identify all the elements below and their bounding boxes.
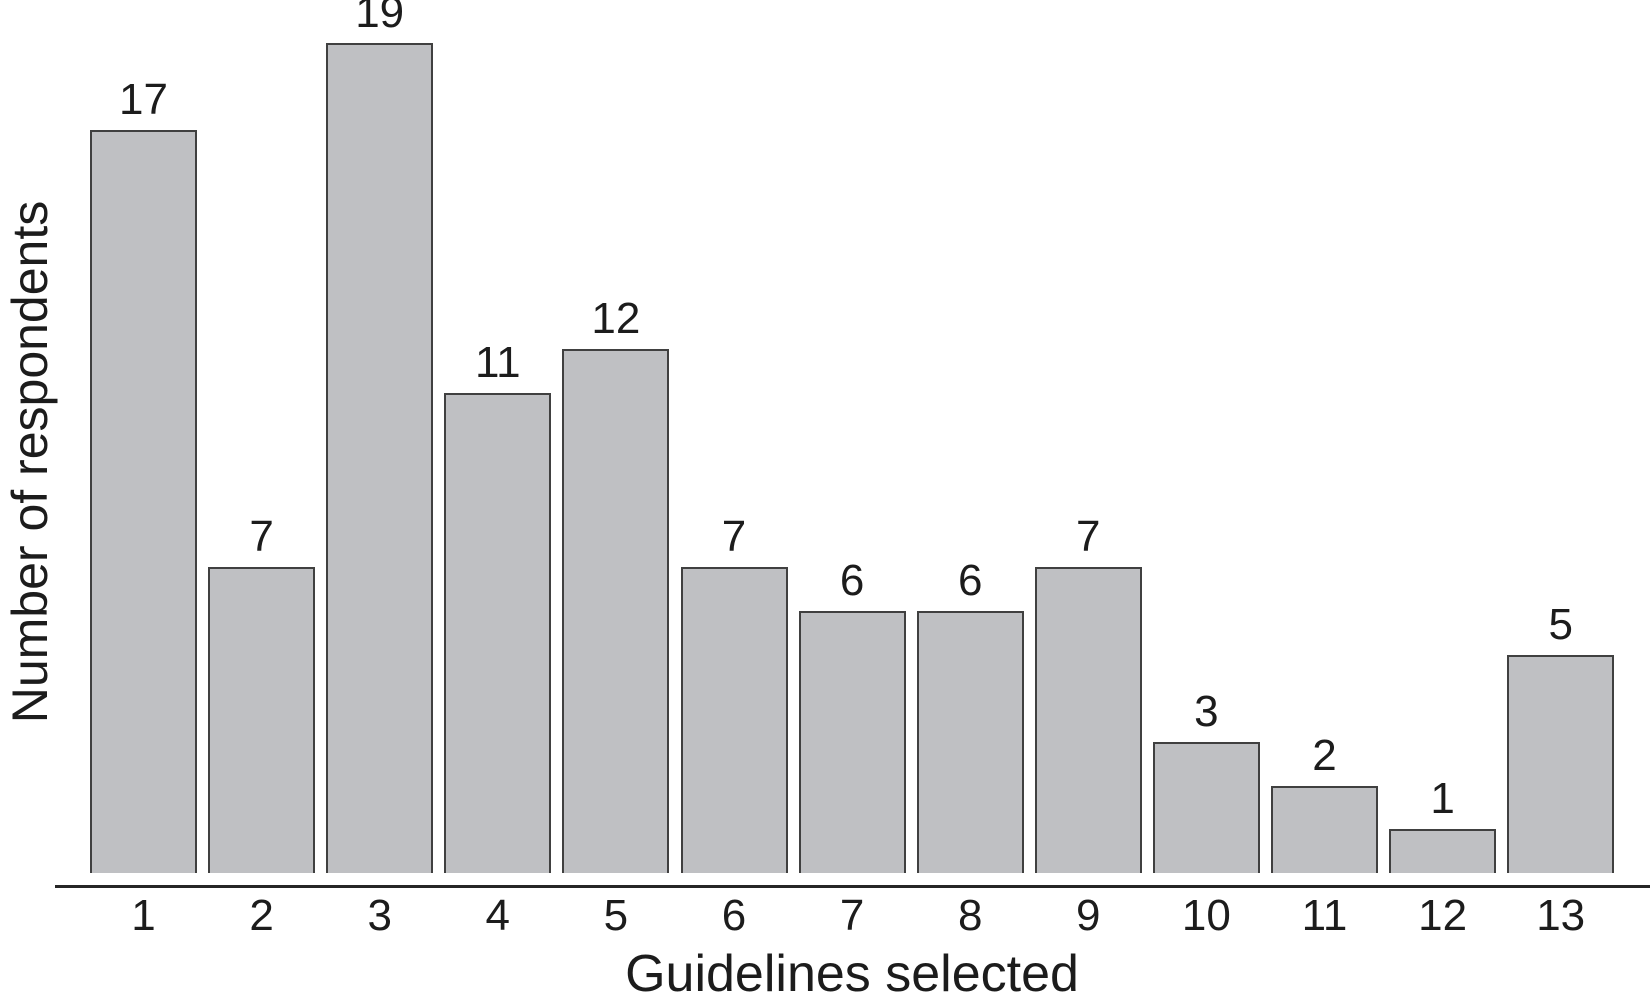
bar-value-label: 5 (1548, 600, 1573, 649)
bar-value-label: 6 (839, 556, 865, 605)
bar (208, 567, 316, 873)
x-tick-label: 2 (249, 891, 274, 940)
bar (1152, 742, 1260, 873)
bar (798, 611, 906, 873)
bar (90, 130, 197, 873)
x-tick-label: 13 (1536, 891, 1586, 940)
x-tick-label: 12 (1418, 891, 1468, 940)
x-axis-line (55, 885, 1650, 888)
bar-value-label: 7 (249, 512, 274, 561)
x-tick-label: 1 (131, 891, 156, 940)
bar-value-label: 19 (355, 0, 405, 37)
bar (680, 567, 788, 873)
bar (1034, 567, 1142, 873)
bar (916, 611, 1024, 873)
bar (1389, 829, 1497, 873)
bar-value-label: 1 (1430, 774, 1455, 823)
x-tick-label: 7 (839, 891, 865, 940)
x-axis-title: Guidelines selected (625, 945, 1079, 1003)
bar-value-label: 2 (1312, 731, 1337, 780)
bar (1507, 655, 1615, 873)
bar-value-label: 17 (119, 75, 168, 124)
bar-value-label: 6 (957, 556, 983, 605)
bar (1271, 786, 1378, 873)
bar-value-label: 7 (1076, 512, 1101, 561)
bar-value-label: 12 (591, 294, 641, 343)
bar (562, 349, 670, 873)
x-tick-label: 5 (603, 891, 629, 940)
x-tick-label: 10 (1181, 891, 1231, 940)
bar (444, 393, 552, 873)
x-tick-label: 8 (957, 891, 983, 940)
x-tick-label: 9 (1076, 891, 1101, 940)
x-tick-label: 4 (485, 891, 511, 940)
bar-value-label: 7 (721, 512, 747, 561)
x-tick-label: 3 (367, 891, 392, 940)
x-tick-label: 6 (721, 891, 747, 940)
bar-value-label: 3 (1194, 687, 1219, 736)
bar (326, 43, 434, 873)
x-tick-label: 11 (1301, 891, 1348, 940)
bar-value-label: 11 (474, 338, 521, 387)
